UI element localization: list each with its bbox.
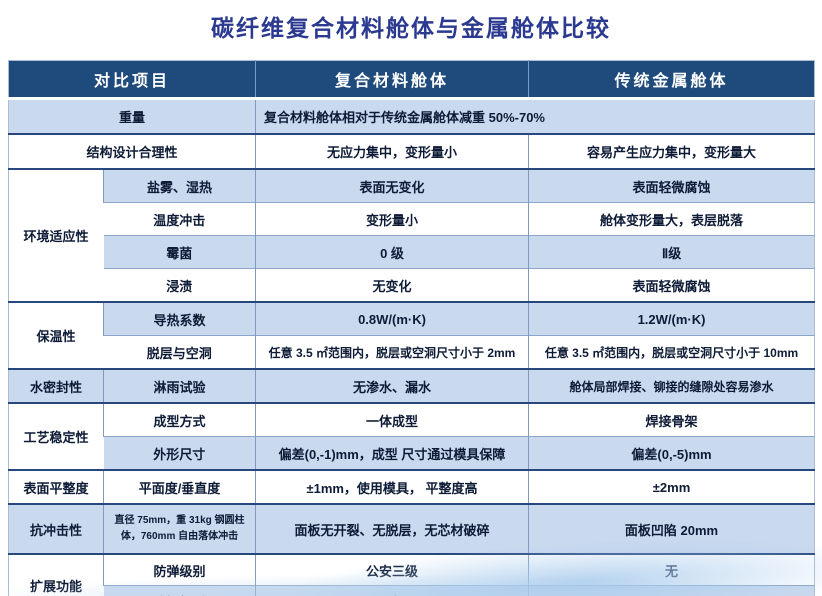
- composite-cell: 无渗水、漏水: [255, 368, 529, 403]
- column-header-item: 对比项目: [8, 60, 256, 100]
- composite-cell: 表面无变化: [255, 168, 529, 203]
- metal-cell: 面板凹陷 20mm: [528, 503, 815, 554]
- sub-cell: 淋雨试验: [102, 368, 256, 403]
- sub-cell: 直径 75mm，重 31kg 钢圆柱体，760mm 自由落体冲击: [102, 503, 256, 554]
- composite-cell: ±1mm，使用模具， 平整度高: [255, 469, 529, 504]
- composite-cell: 二级: [255, 585, 529, 596]
- metal-cell: 1.2W/(m·K): [528, 301, 815, 336]
- table-row: 水密封性 淋雨试验 无渗水、漏水 舱体局部焊接、铆接的缝隙处容易渗水: [8, 368, 815, 403]
- group-cell-environment-adaptability: 环境适应性: [8, 168, 104, 302]
- metal-cell: 表面轻微腐蚀: [528, 168, 815, 203]
- table-row: 表面平整度 平面度/垂直度 ±1mm，使用模具， 平整度高 ±2mm: [8, 469, 815, 504]
- composite-cell: 面板无开裂、无脱层，无芯材破碎: [255, 503, 529, 554]
- weight-value-cell: 复合材料舱体相对于传统金属舱体减重 50%-70%: [255, 98, 815, 134]
- table-row: 环境适应性 盐雾、湿热 表面无变化 表面轻微腐蚀: [8, 168, 815, 302]
- table-row: 抗冲击性 直径 75mm，重 31kg 钢圆柱体，760mm 自由落体冲击 面板…: [8, 503, 815, 554]
- sub-cell: 温度冲击: [103, 202, 256, 236]
- sub-cell: 外形尺寸: [103, 436, 256, 470]
- metal-cell: 任意 3.5 ㎡范围内，脱层或空洞尺寸小于 10mm: [528, 335, 815, 369]
- table-row: 重量 复合材料舱体相对于传统金属舱体减重 50%-70%: [8, 98, 815, 134]
- composite-cell: 无应力集中，变形量小: [255, 133, 529, 169]
- metal-cell: 舱体局部焊接、铆接的缝隙处容易渗水: [528, 368, 815, 403]
- group-cell-thermal-insulation: 保温性: [8, 301, 104, 369]
- metal-cell: 无: [528, 553, 815, 586]
- comparison-table: 对比项目 复合材料舱体 传统金属舱体 重量 复合材料舱体相对于传统金属舱体减重 …: [8, 60, 816, 596]
- table-row: 脱层与空洞 任意 3.5 ㎡范围内，脱层或空洞尺寸小于 2mm 任意 3.5 ㎡…: [9, 335, 815, 369]
- sub-cell: 平面度/垂直度: [102, 469, 256, 504]
- sub-cell: 成型方式: [102, 402, 256, 437]
- metal-cell: 容易产生应力集中，变形量大: [528, 133, 815, 169]
- table-row: 防爆级别 二级 无: [9, 585, 815, 596]
- metal-cell: 偏差(0,-5)mm: [528, 436, 815, 470]
- table-row: 工艺稳定性 成型方式 一体成型 焊接骨架: [8, 402, 815, 470]
- table-row: 温度冲击 变形量小 舱体变形量大，表层脱落: [9, 202, 815, 236]
- sub-cell: 防爆级别: [103, 585, 256, 596]
- group-cell-extended-function: 扩展功能: [8, 553, 104, 596]
- group-cell-surface-flatness: 表面平整度: [8, 469, 104, 504]
- sub-cell: 盐雾、湿热: [102, 168, 256, 203]
- table-row: 结构设计合理性 无应力集中，变形量小 容易产生应力集中，变形量大: [8, 133, 815, 169]
- table-row: 浸渍 无变化 表面轻微腐蚀: [9, 268, 815, 302]
- metal-cell: Ⅱ级: [528, 235, 815, 269]
- composite-cell: 偏差(0,-1)mm，成型 尺寸通过模具保障: [255, 436, 529, 470]
- sub-cell: 导热系数: [102, 301, 256, 336]
- metal-cell: 表面轻微腐蚀: [528, 268, 815, 302]
- group-cell-weight: 重量: [8, 98, 256, 134]
- composite-cell: 任意 3.5 ㎡范围内，脱层或空洞尺寸小于 2mm: [255, 335, 529, 369]
- group-cell-impact-resistance: 抗冲击性: [8, 503, 104, 554]
- composite-cell: 变形量小: [255, 202, 529, 236]
- composite-cell: 公安三级: [255, 553, 529, 586]
- metal-cell: ±2mm: [528, 469, 815, 504]
- header-row: 对比项目 复合材料舱体 传统金属舱体: [8, 60, 815, 100]
- group-cell-process-stability: 工艺稳定性: [8, 402, 104, 470]
- composite-cell: 一体成型: [255, 402, 529, 437]
- group-cell-water-sealing: 水密封性: [8, 368, 104, 403]
- metal-cell: 无: [528, 585, 815, 596]
- composite-cell: 0 级: [255, 235, 529, 269]
- metal-cell: 焊接骨架: [528, 402, 815, 437]
- sub-cell: 霉菌: [103, 235, 256, 269]
- table-row: 扩展功能 防弹级别 公安三级 无: [8, 553, 815, 596]
- table-row: 外形尺寸 偏差(0,-1)mm，成型 尺寸通过模具保障 偏差(0,-5)mm: [9, 436, 815, 470]
- table-row: 保温性 导热系数 0.8W/(m·K) 1.2W/(m·K): [8, 301, 815, 369]
- sub-cell: 浸渍: [103, 268, 256, 302]
- sub-cell: 脱层与空洞: [103, 335, 256, 369]
- composite-cell: 无变化: [255, 268, 529, 302]
- page-title: 碳纤维复合材料舱体与金属舱体比较: [211, 15, 611, 41]
- table-row: 霉菌 0 级 Ⅱ级: [9, 235, 815, 269]
- group-cell-structure-design: 结构设计合理性: [8, 133, 256, 169]
- column-header-metal: 传统金属舱体: [528, 60, 815, 100]
- composite-cell: 0.8W/(m·K): [255, 301, 529, 336]
- metal-cell: 舱体变形量大，表层脱落: [528, 202, 815, 236]
- column-header-composite: 复合材料舱体: [255, 60, 529, 100]
- sub-cell: 防弹级别: [102, 553, 256, 586]
